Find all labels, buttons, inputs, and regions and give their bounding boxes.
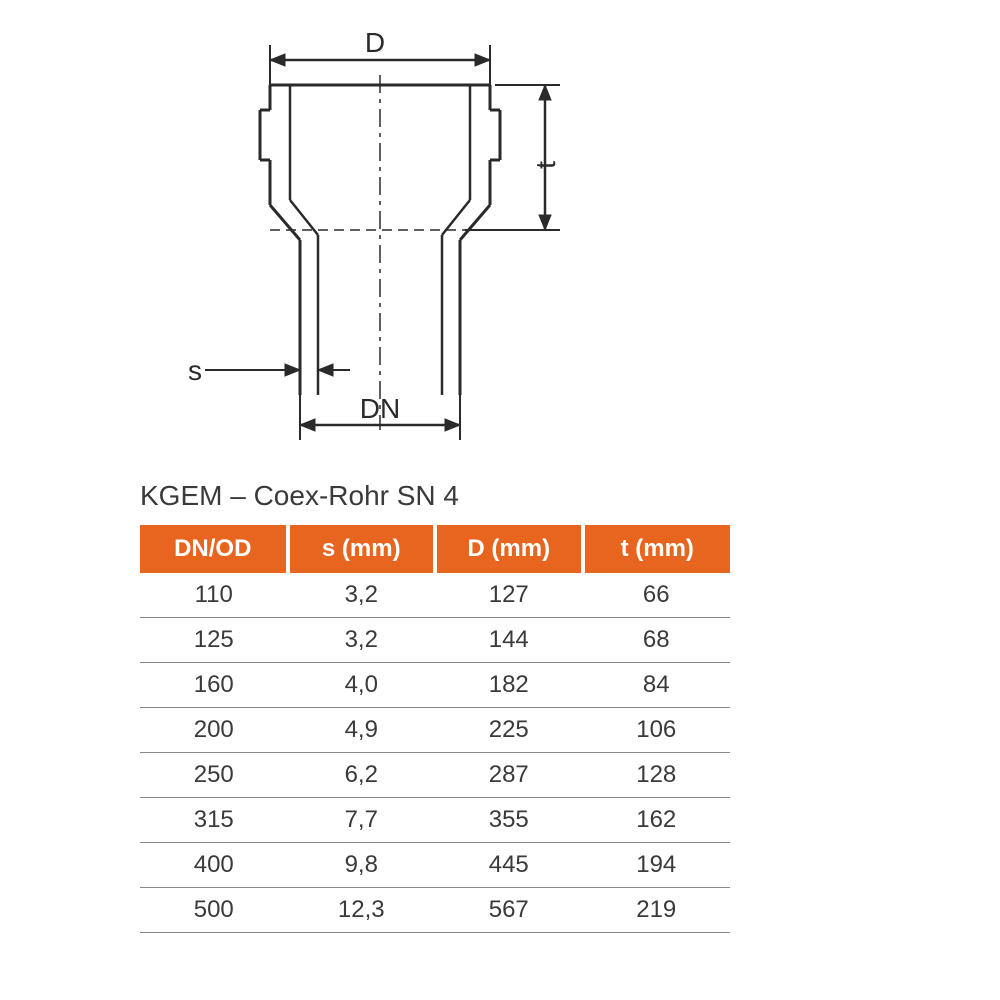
label-s: s — [188, 355, 202, 386]
label-DN: DN — [360, 393, 400, 424]
table-cell: 84 — [583, 663, 731, 708]
table-cell: 3,2 — [288, 573, 436, 618]
table-cell: 12,3 — [288, 888, 436, 933]
table-cell: 4,9 — [288, 708, 436, 753]
table-cell: 250 — [140, 753, 288, 798]
table-cell: 144 — [435, 618, 583, 663]
table-cell: 400 — [140, 843, 288, 888]
table-cell: 182 — [435, 663, 583, 708]
table-row: 1253,214468 — [140, 618, 730, 663]
col-header-d: D (mm) — [435, 525, 583, 573]
col-header-dn: DN/OD — [140, 525, 288, 573]
table-row: 1604,018284 — [140, 663, 730, 708]
table-cell: 219 — [583, 888, 731, 933]
table-cell: 225 — [435, 708, 583, 753]
table-cell: 315 — [140, 798, 288, 843]
table-cell: 7,7 — [288, 798, 436, 843]
table-cell: 567 — [435, 888, 583, 933]
table-row: 4009,8445194 — [140, 843, 730, 888]
table-cell: 355 — [435, 798, 583, 843]
table-cell: 68 — [583, 618, 731, 663]
table-header-row: DN/OD s (mm) D (mm) t (mm) — [140, 525, 730, 573]
table-cell: 162 — [583, 798, 731, 843]
table-cell: 9,8 — [288, 843, 436, 888]
table-cell: 66 — [583, 573, 731, 618]
label-D: D — [365, 30, 385, 58]
table-cell: 200 — [140, 708, 288, 753]
table-row: 1103,212766 — [140, 573, 730, 618]
table-cell: 287 — [435, 753, 583, 798]
pipe-diagram: D — [150, 30, 650, 460]
table-cell: 500 — [140, 888, 288, 933]
table-row: 3157,7355162 — [140, 798, 730, 843]
table-title: KGEM – Coex-Rohr SN 4 — [140, 480, 459, 512]
table-cell: 4,0 — [288, 663, 436, 708]
table-cell: 445 — [435, 843, 583, 888]
table-row: 2506,2287128 — [140, 753, 730, 798]
table-cell: 106 — [583, 708, 731, 753]
table-cell: 128 — [583, 753, 731, 798]
col-header-t: t (mm) — [583, 525, 731, 573]
table-cell: 127 — [435, 573, 583, 618]
table-cell: 3,2 — [288, 618, 436, 663]
table-cell: 125 — [140, 618, 288, 663]
table-row: 50012,3567219 — [140, 888, 730, 933]
spec-table: DN/OD s (mm) D (mm) t (mm) 1103,21276612… — [140, 525, 730, 933]
table-cell: 194 — [583, 843, 731, 888]
table-cell: 160 — [140, 663, 288, 708]
col-header-s: s (mm) — [288, 525, 436, 573]
table-cell: 110 — [140, 573, 288, 618]
table-row: 2004,9225106 — [140, 708, 730, 753]
table-cell: 6,2 — [288, 753, 436, 798]
label-t: t — [530, 161, 561, 169]
